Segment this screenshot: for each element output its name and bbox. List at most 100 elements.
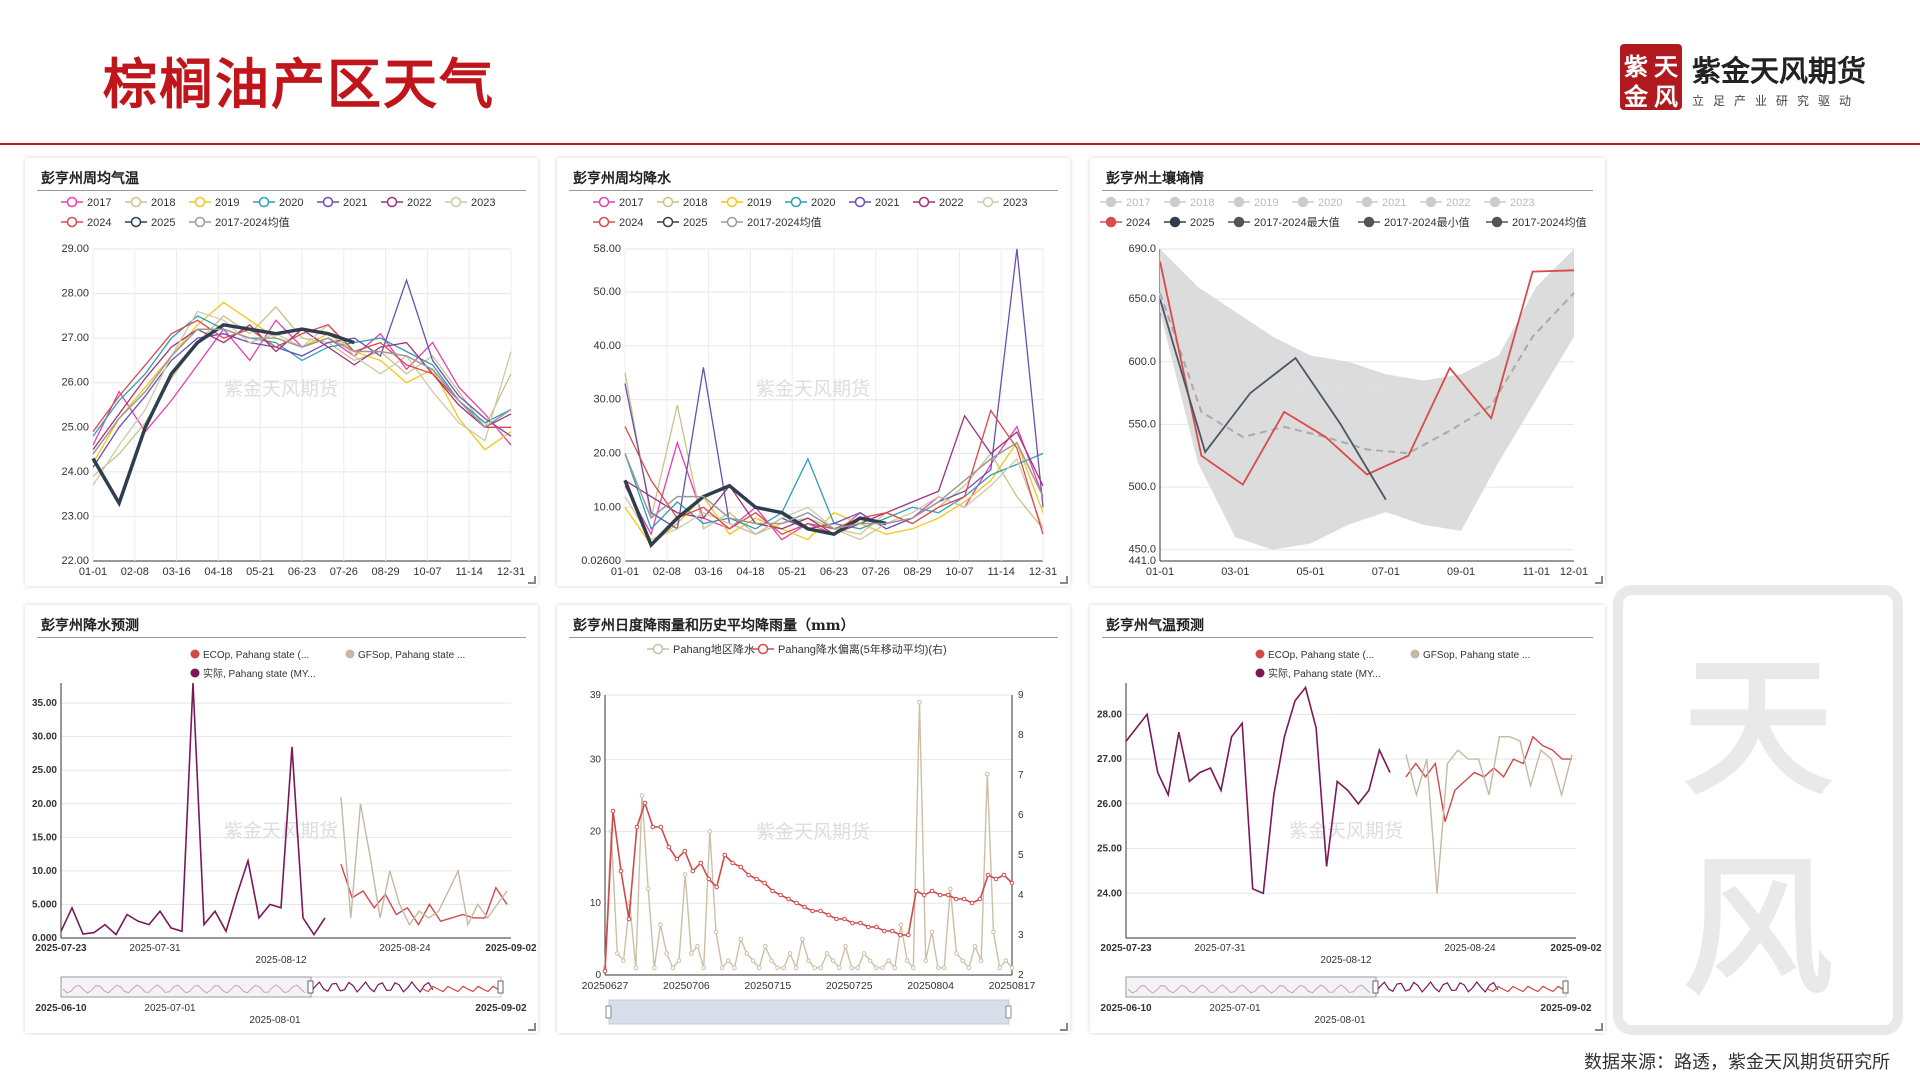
- legend-label: 2017: [87, 197, 111, 209]
- y-right-tick-label: 2: [1018, 970, 1024, 981]
- legend-label: 2017-2024均值: [747, 216, 822, 229]
- data-source-note: 数据来源：路透，紫金天风期货研究所: [1584, 1052, 1890, 1073]
- zoom-slider-preview-line: [422, 985, 499, 993]
- zoom-slider-handle: [1372, 980, 1379, 994]
- resize-handle[interactable]: [1060, 1023, 1068, 1031]
- data-point: [997, 965, 1002, 971]
- slider-tick-label: 2025-07-01: [1209, 1003, 1261, 1014]
- y-tick-label: 5.000: [32, 899, 57, 910]
- y-right-tick-label: 4: [1018, 890, 1024, 901]
- data-point: [664, 951, 669, 956]
- series-line-actual: [1125, 685, 1391, 895]
- data-point: [754, 876, 759, 882]
- legend-marker: [345, 649, 355, 659]
- data-point: [886, 958, 891, 963]
- data-point: [843, 943, 848, 949]
- data-point: [954, 951, 959, 956]
- seal-glyph: 紫 天 金 风: [1623, 52, 1678, 111]
- x-tick-label: 20250804: [907, 980, 954, 992]
- x-tick-label: 03-01: [1221, 566, 1249, 578]
- legend-marker: [1169, 196, 1181, 208]
- legend-label: 2017-2024最小值: [1384, 216, 1470, 229]
- data-point: [763, 943, 768, 949]
- data-point: [682, 848, 688, 854]
- data-point: [993, 876, 999, 882]
- svg-text:风: 风: [1654, 82, 1678, 111]
- svg-text:金: 金: [1623, 82, 1649, 111]
- y-tick-label: 30.00: [32, 732, 57, 743]
- legend-marker: [66, 216, 78, 228]
- series-line-2024: [1159, 261, 1575, 486]
- legend-label: 2019: [1254, 197, 1278, 209]
- data-point: [750, 958, 756, 963]
- legend-label: 2017-2024均值: [1512, 216, 1587, 229]
- data-point: [826, 912, 831, 918]
- y-tick-label: 20: [590, 826, 602, 837]
- y-right-tick-label: 5: [1018, 850, 1024, 861]
- zoom-slider-preview-line: [62, 984, 306, 994]
- chart-soil-moisture[interactable]: 2017 2018 2019 2020 2021 2022 2023 2024 2025 2017…: [1090, 158, 1605, 586]
- x-tick-label: 10-07: [945, 566, 973, 578]
- legend-label: 2025: [683, 217, 707, 229]
- legend-label: 2020: [279, 197, 303, 209]
- legend-marker: [1363, 216, 1375, 228]
- data-point: [674, 856, 680, 862]
- data-point: [621, 958, 626, 963]
- series-line-rainfall-deviation: [604, 800, 1013, 972]
- panel-weekly-rainfall: 彭亨州周均降水 2017 2018 2019 2020 2021 2022 2023 2024…: [557, 158, 1070, 586]
- series-line-mean: [1159, 292, 1575, 455]
- chart-rainfall-forecast[interactable]: ECOp, Pahang state (... GFSop, Pahang sta…: [25, 605, 538, 1033]
- y-tick-label: 24.00: [1097, 888, 1122, 899]
- x-tick-label: 07-01: [1372, 566, 1400, 578]
- data-point: [818, 908, 823, 914]
- x-tick-label: 03-16: [163, 566, 191, 578]
- chart-temperature-forecast[interactable]: ECOp, Pahang state (... GFSop, Pahang sta…: [1090, 605, 1605, 1033]
- legend-marker: [982, 196, 994, 208]
- zoom-slider-handle: [1562, 980, 1569, 994]
- resize-handle[interactable]: [528, 576, 536, 584]
- y-tick-label: 550.0: [1128, 418, 1156, 430]
- x-tick-label: 05-21: [246, 566, 274, 578]
- panel-rainfall-forecast: 彭亨州降水预测 ECOp, Pahang state (... GFSop, Pa…: [25, 605, 538, 1033]
- zoom-slider-preview-line: [1375, 980, 1499, 993]
- x-tick-label: 10-07: [413, 566, 441, 578]
- data-point: [969, 900, 975, 906]
- data-point: [652, 965, 657, 971]
- y-right-tick-label: 9: [1018, 690, 1024, 701]
- legend-label: 2022: [1446, 197, 1470, 209]
- y-tick-label: 40.00: [593, 340, 621, 352]
- resize-handle[interactable]: [1595, 1023, 1603, 1031]
- chart-weekly-temperature[interactable]: 2017 2018 2019 2020 2021 2022 2023 2024 2025 2017…: [25, 158, 538, 586]
- zoom-slider-handle: [605, 1005, 612, 1019]
- data-point: [842, 916, 847, 922]
- page-title: 棕榈油产区天气: [103, 52, 495, 116]
- legend-label: 2024: [619, 217, 643, 229]
- data-point: [746, 872, 751, 878]
- data-point: [726, 958, 731, 963]
- x-tick-label: 07-26: [330, 566, 358, 578]
- data-point: [855, 965, 861, 971]
- data-point: [610, 808, 616, 814]
- x-tick-label: 05-21: [778, 566, 806, 578]
- y-tick-label: 39: [590, 690, 602, 701]
- data-point: [834, 916, 839, 922]
- x-tick-label: 11-14: [456, 566, 483, 578]
- legend-label: 2017-2024最大值: [1254, 215, 1340, 229]
- brand-slogan: 立足产业研究驱动: [1692, 94, 1861, 108]
- x-tick-label: 2025-08-12: [255, 955, 307, 966]
- x-tick-label: 2025-07-23: [35, 943, 87, 954]
- data-point: [658, 922, 663, 928]
- data-point: [732, 965, 737, 971]
- resize-handle[interactable]: [1060, 576, 1068, 584]
- chart-daily-rainfall[interactable]: Pahang地区降水 Pahang降水偏离(5年移动平均)(右)010203039…: [557, 605, 1070, 1033]
- resize-handle[interactable]: [1595, 576, 1603, 584]
- legend-marker: [1233, 216, 1245, 228]
- y-tick-label: 441.0: [1128, 555, 1156, 567]
- legend-marker: [1361, 196, 1373, 208]
- data-point: [695, 943, 700, 949]
- resize-handle[interactable]: [528, 1023, 536, 1031]
- data-point: [945, 892, 951, 898]
- x-tick-label: 01-01: [1146, 566, 1174, 578]
- chart-weekly-rainfall[interactable]: 2017 2018 2019 2020 2021 2022 2023 2024 2025 2017…: [557, 158, 1070, 586]
- series-line-2017-2024: [624, 441, 1044, 530]
